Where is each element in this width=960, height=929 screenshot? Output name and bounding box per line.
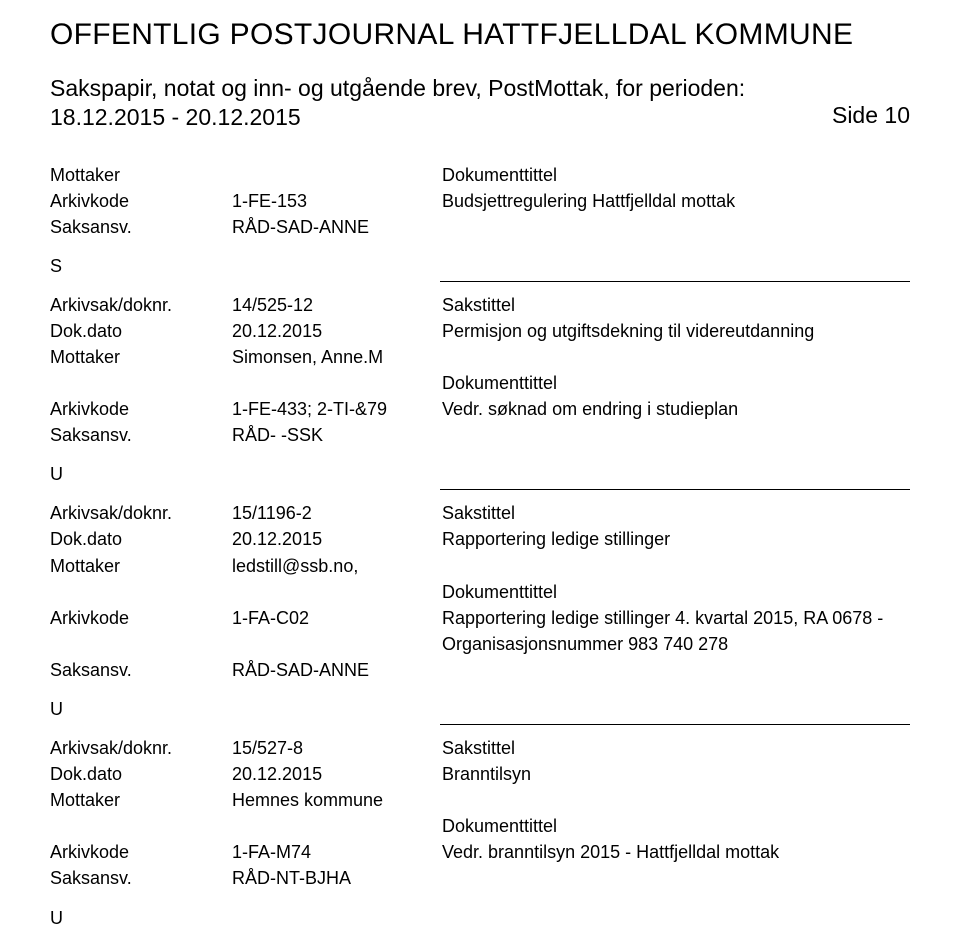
label-arkivkode: Arkivkode [50,396,232,422]
label-mottaker: Mottaker [50,787,232,813]
letter-1: U [50,464,910,485]
label-saksansv: Saksansv. [50,657,232,683]
entry-block-0: Mottaker Dokumenttittel Arkivkode 1-FE-1… [50,162,910,282]
val-doktittel-3: Vedr. branntilsyn 2015 - Hattfjelldal mo… [442,839,910,865]
val-mottaker-2: ledstill@ssb.no, [232,553,442,579]
label-arkivkode: Arkivkode [50,839,232,865]
page-title: OFFENTLIG POSTJOURNAL HATTFJELLDAL KOMMU… [50,18,910,52]
val-arkivsak-3: 15/527-8 [232,735,442,761]
val-mottaker-1: Simonsen, Anne.M [232,344,442,370]
val-doktittel-0: Budsjettregulering Hattfjelldal mottak [442,188,910,214]
subtitle-text: Sakspapir, notat og inn- og utgående bre… [50,74,800,132]
side-label: Side 10 [832,102,910,129]
label-sakstittel: Sakstittel [442,292,910,318]
label-dokdato: Dok.dato [50,526,232,552]
label-dokumenttittel: Dokumenttittel [442,370,910,396]
letter-0: S [50,256,910,277]
divider-0 [440,281,910,282]
entry-block-1: Arkivsak/doknr. 14/525-12 Sakstittel Dok… [50,292,910,491]
val-saksansv-0: RÅD-SAD-ANNE [232,214,442,240]
val-arkivsak-1: 14/525-12 [232,292,442,318]
divider-1 [440,489,910,490]
label-mottaker: Mottaker [50,344,232,370]
val-sakstittel-1: Permisjon og utgiftsdekning til videreut… [442,318,910,344]
val-sakstittel-2: Rapportering ledige stillinger [442,526,910,552]
val-arkivkode-3: 1-FA-M74 [232,839,442,865]
subtitle-block: Sakspapir, notat og inn- og utgående bre… [50,74,910,132]
entry-block-3: Arkivsak/doknr. 15/527-8 Sakstittel Dok.… [50,735,910,929]
val-saksansv-3: RÅD-NT-BJHA [232,865,442,891]
val-arkivsak-2: 15/1196-2 [232,500,442,526]
label-arkivsak: Arkivsak/doknr. [50,500,232,526]
label-dokumenttittel: Dokumenttittel [442,813,910,839]
label-mottaker: Mottaker [50,162,232,188]
label-dokdato: Dok.dato [50,761,232,787]
val-saksansv-1: RÅD- -SSK [232,422,442,448]
letter-3: U [50,908,910,929]
val-doktittel-2: Rapportering ledige stillinger 4. kvarta… [442,605,910,657]
label-dokumenttittel: Dokumenttittel [442,162,910,188]
label-dokdato: Dok.dato [50,318,232,344]
entry-block-2: Arkivsak/doknr. 15/1196-2 Sakstittel Dok… [50,500,910,725]
val-dato-2: 20.12.2015 [232,526,442,552]
val-arkivkode-2: 1-FA-C02 [232,605,442,657]
val-doktittel-1: Vedr. søknad om endring i studieplan [442,396,910,422]
val-dato-3: 20.12.2015 [232,761,442,787]
val-saksansv-2: RÅD-SAD-ANNE [232,657,442,683]
label-arkivsak: Arkivsak/doknr. [50,292,232,318]
letter-2: U [50,699,910,720]
val-mottaker-3: Hemnes kommune [232,787,442,813]
val-arkivkode-0: 1-FE-153 [232,188,442,214]
label-arkivsak: Arkivsak/doknr. [50,735,232,761]
label-sakstittel: Sakstittel [442,500,910,526]
divider-2 [440,724,910,725]
label-sakstittel: Sakstittel [442,735,910,761]
val-sakstittel-3: Branntilsyn [442,761,910,787]
val-dato-1: 20.12.2015 [232,318,442,344]
label-saksansv: Saksansv. [50,865,232,891]
label-arkivkode: Arkivkode [50,605,232,657]
label-saksansv: Saksansv. [50,422,232,448]
val-empty [232,162,442,188]
label-dokumenttittel: Dokumenttittel [442,579,910,605]
label-saksansv: Saksansv. [50,214,232,240]
label-mottaker: Mottaker [50,553,232,579]
label-arkivkode: Arkivkode [50,188,232,214]
val-arkivkode-1: 1-FE-433; 2-TI-&79 [232,396,442,422]
